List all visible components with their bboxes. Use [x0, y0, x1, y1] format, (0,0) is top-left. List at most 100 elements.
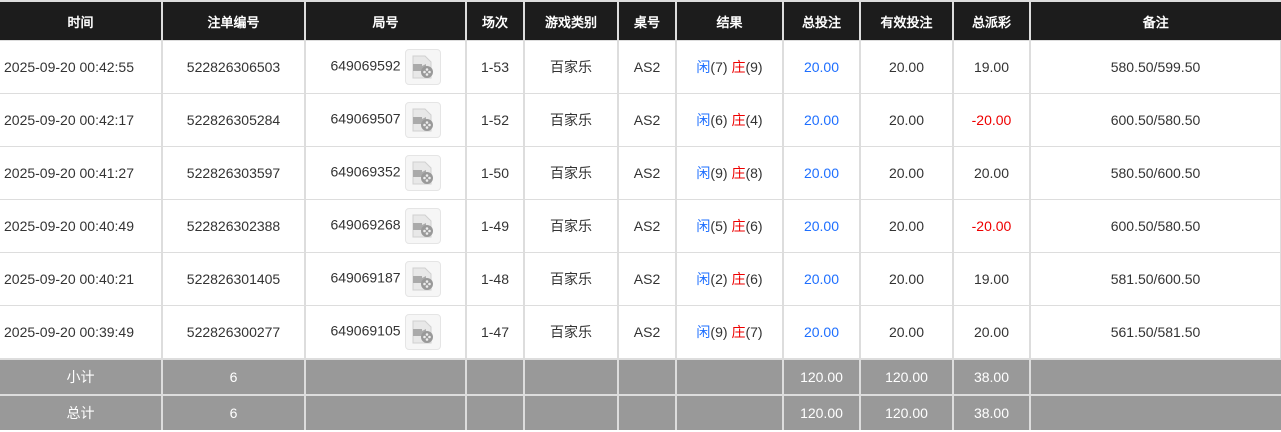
column-header: 总派彩	[952, 1, 1030, 41]
total-bet-cell[interactable]: 20.00	[782, 252, 861, 306]
result-cell: 闲(5) 庄(6)	[675, 199, 784, 253]
session-cell: 1-53	[465, 40, 525, 94]
summary-payout: 38.00	[952, 394, 1030, 430]
summary-valid-bet: 120.00	[859, 358, 953, 395]
banker-score: (8)	[745, 165, 763, 181]
bet-id-cell: 522826300277	[161, 305, 306, 360]
column-header: 有效投注	[859, 1, 953, 41]
result-cell: 闲(9) 庄(7)	[675, 305, 784, 360]
bet-id-cell: 522826306503	[161, 40, 306, 94]
time-cell: 2025-09-20 00:42:55	[0, 40, 163, 94]
time-cell: 2025-09-20 00:40:21	[0, 252, 163, 306]
note-cell: 600.50/580.50	[1029, 93, 1281, 147]
result-cell: 闲(2) 庄(6)	[675, 252, 784, 306]
valid-bet-cell: 20.00	[859, 93, 954, 147]
player-score: (9)	[710, 324, 728, 340]
banker-score: (4)	[745, 112, 763, 128]
note-cell: 580.50/600.50	[1029, 146, 1281, 200]
banker-score: (7)	[745, 324, 763, 340]
total-bet-cell[interactable]: 20.00	[782, 40, 861, 94]
player-score: (5)	[710, 218, 728, 234]
table-cell: AS2	[617, 40, 677, 94]
table-header: 时间 注单编号 局号 场次 游戏类别 桌号 结果 总投注 有效投注 总派彩 备注	[0, 1, 1281, 41]
video-replay-icon[interactable]	[404, 208, 441, 244]
summary-total-bet: 120.00	[782, 394, 860, 430]
game-cell: 百家乐	[523, 199, 619, 253]
game-cell: 百家乐	[523, 146, 619, 200]
note-cell: 580.50/599.50	[1029, 40, 1281, 94]
payout-cell: 20.00	[952, 305, 1031, 360]
valid-bet-cell: 20.00	[859, 305, 954, 360]
game-cell: 百家乐	[523, 40, 619, 94]
table-row: 2025-09-20 00:40:21 522826301405 6490691…	[0, 252, 1281, 306]
video-replay-icon[interactable]	[404, 261, 441, 297]
round-number: 649069352	[330, 163, 401, 180]
valid-bet-cell: 20.00	[859, 40, 954, 94]
column-header: 注单编号	[161, 1, 305, 41]
summary-count: 6	[161, 358, 305, 395]
summary-valid-bet: 120.00	[859, 394, 953, 430]
player-score: (7)	[710, 59, 728, 75]
summary-label: 总计	[0, 394, 162, 430]
video-replay-icon[interactable]	[404, 102, 441, 138]
total-bet-cell[interactable]: 20.00	[782, 146, 861, 200]
note-cell: 581.50/600.50	[1029, 252, 1281, 306]
total-bet-cell[interactable]: 20.00	[782, 305, 861, 360]
payout-cell: -20.00	[952, 199, 1031, 253]
table-cell: AS2	[617, 199, 677, 253]
banker-label: 庄	[731, 165, 746, 181]
summary-row: 总计 6 120.00 120.00 38.00	[0, 394, 1281, 430]
summary-payout: 38.00	[952, 358, 1030, 395]
banker-score: (9)	[745, 59, 763, 75]
payout-cell: -20.00	[952, 93, 1031, 147]
banker-label: 庄	[731, 112, 746, 128]
player-score: (9)	[710, 165, 728, 181]
player-label: 闲	[696, 271, 711, 287]
result-cell: 闲(6) 庄(4)	[675, 93, 784, 147]
table-cell: AS2	[617, 252, 677, 306]
result-cell: 闲(7) 庄(9)	[675, 40, 784, 94]
bet-id-cell: 522826301405	[161, 252, 306, 306]
video-replay-icon[interactable]	[404, 155, 441, 191]
round-number: 649069105	[330, 322, 401, 339]
time-cell: 2025-09-20 00:39:49	[0, 305, 163, 360]
payout-cell: 20.00	[952, 146, 1031, 200]
round-cell: 649069268	[304, 199, 467, 253]
table-cell: AS2	[617, 146, 677, 200]
session-cell: 1-50	[465, 146, 525, 200]
total-bet-cell[interactable]: 20.00	[782, 93, 861, 147]
round-cell: 649069187	[304, 252, 467, 306]
payout-cell: 19.00	[952, 252, 1031, 306]
player-label: 闲	[696, 165, 711, 181]
session-cell: 1-49	[465, 199, 525, 253]
payout-cell: 19.00	[952, 40, 1031, 94]
round-number: 649069268	[330, 216, 401, 233]
bet-id-cell: 522826302388	[161, 199, 306, 253]
total-bet-cell[interactable]: 20.00	[782, 199, 861, 253]
banker-score: (6)	[745, 218, 763, 234]
time-cell: 2025-09-20 00:41:27	[0, 146, 163, 200]
session-cell: 1-52	[465, 93, 525, 147]
table-row: 2025-09-20 00:42:17 522826305284 6490695…	[0, 93, 1281, 147]
banker-score: (6)	[745, 271, 763, 287]
column-header: 局号	[304, 1, 466, 41]
game-cell: 百家乐	[523, 252, 619, 306]
column-header: 游戏类别	[523, 1, 618, 41]
summary-row: 小计 6 120.00 120.00 38.00	[0, 358, 1281, 395]
valid-bet-cell: 20.00	[859, 252, 954, 306]
player-label: 闲	[696, 112, 711, 128]
round-number: 649069507	[330, 110, 401, 127]
bet-id-cell: 522826303597	[161, 146, 306, 200]
video-replay-icon[interactable]	[404, 49, 441, 85]
game-cell: 百家乐	[523, 93, 619, 147]
video-replay-icon[interactable]	[404, 314, 441, 350]
column-header: 场次	[465, 1, 524, 41]
column-header: 桌号	[617, 1, 676, 41]
game-cell: 百家乐	[523, 305, 619, 360]
round-number: 649069187	[330, 269, 401, 286]
table-row: 2025-09-20 00:40:49 522826302388 6490692…	[0, 199, 1281, 253]
table-row: 2025-09-20 00:41:27 522826303597 6490693…	[0, 146, 1281, 200]
player-score: (6)	[710, 112, 728, 128]
summary-label: 小计	[0, 358, 162, 395]
